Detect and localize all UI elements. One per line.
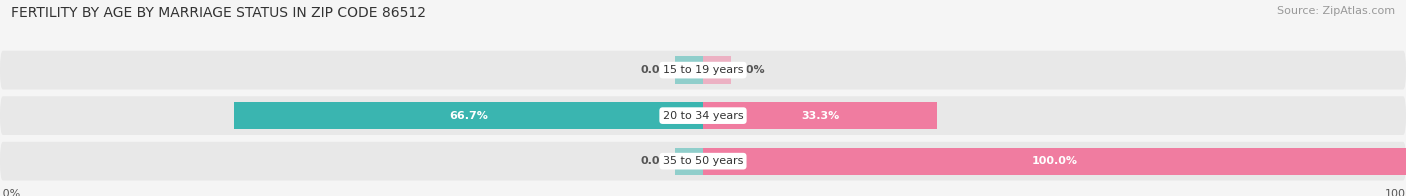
Text: 66.7%: 66.7%	[449, 111, 488, 121]
Text: 0.0%: 0.0%	[641, 156, 672, 166]
Text: 35 to 50 years: 35 to 50 years	[662, 156, 744, 166]
Bar	[703, 148, 1406, 175]
Bar	[675, 56, 703, 84]
Bar	[233, 102, 703, 129]
Text: FERTILITY BY AGE BY MARRIAGE STATUS IN ZIP CODE 86512: FERTILITY BY AGE BY MARRIAGE STATUS IN Z…	[11, 6, 426, 20]
Bar	[703, 102, 936, 129]
Text: 0.0%: 0.0%	[641, 65, 672, 75]
FancyBboxPatch shape	[0, 142, 1406, 181]
FancyBboxPatch shape	[0, 96, 1406, 135]
Text: 33.3%: 33.3%	[801, 111, 839, 121]
Text: 0.0%: 0.0%	[734, 65, 765, 75]
Text: Source: ZipAtlas.com: Source: ZipAtlas.com	[1277, 6, 1395, 16]
FancyBboxPatch shape	[0, 51, 1406, 89]
Text: 100.0%: 100.0%	[1032, 156, 1077, 166]
Text: 20 to 34 years: 20 to 34 years	[662, 111, 744, 121]
Bar	[675, 148, 703, 175]
Text: 15 to 19 years: 15 to 19 years	[662, 65, 744, 75]
Bar	[703, 56, 731, 84]
